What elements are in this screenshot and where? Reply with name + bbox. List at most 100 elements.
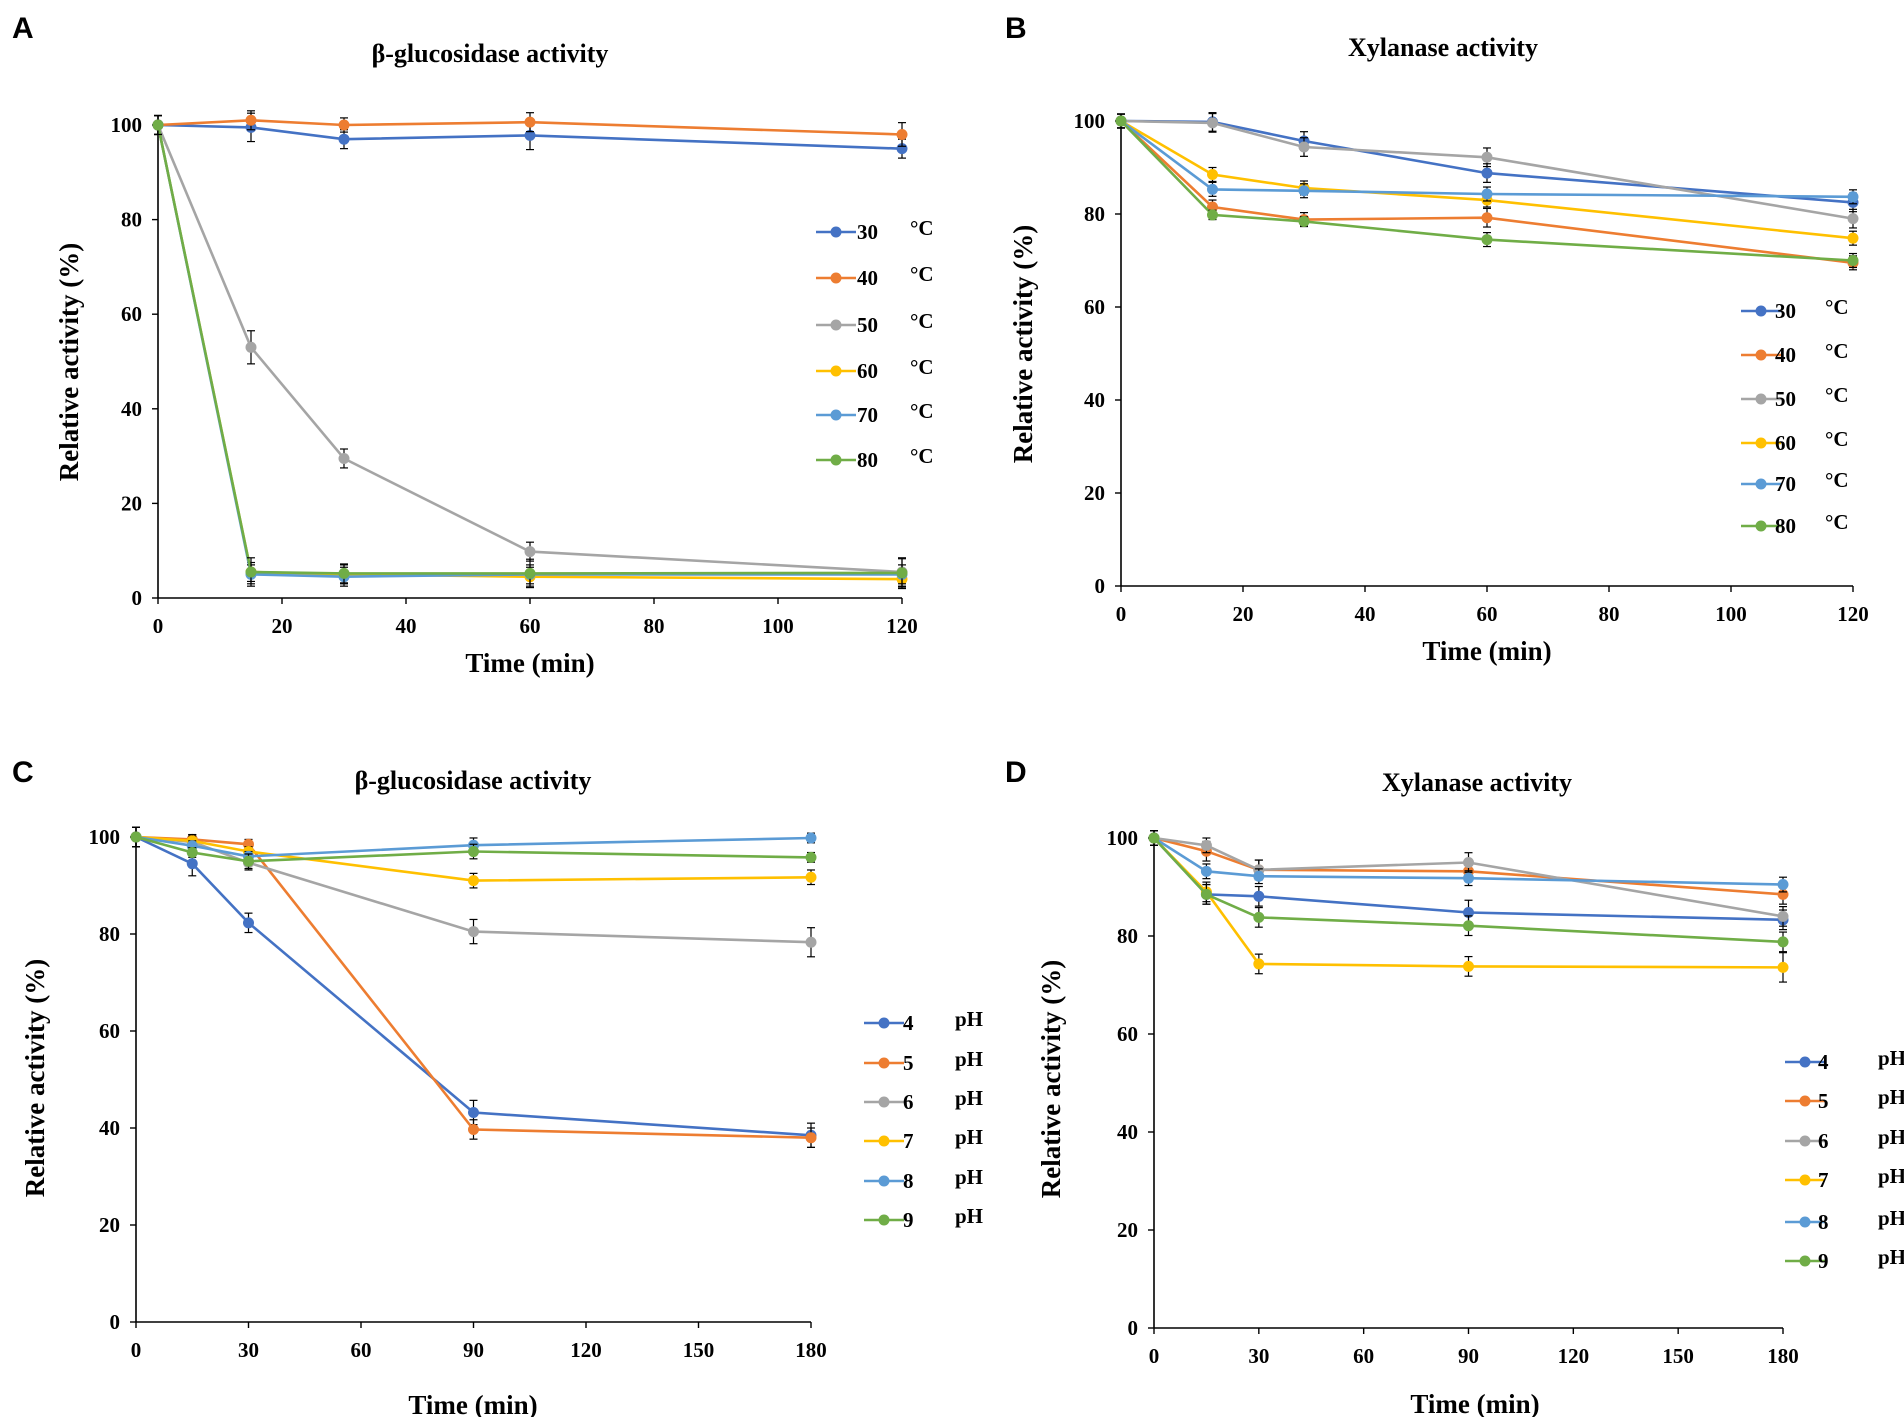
data-point [468, 846, 479, 858]
data-point [896, 128, 908, 140]
legend-unit: °C [910, 309, 934, 333]
legend-marker [1755, 478, 1767, 490]
legend-entry-50: 50 °C [1741, 383, 1849, 411]
legend-unit: pH [955, 1125, 983, 1149]
legend-label: 4 [1818, 1050, 1829, 1074]
legend-label: 4 [903, 1011, 914, 1035]
series-50 [152, 114, 908, 587]
legend-marker [1799, 1216, 1811, 1228]
data-point [1777, 961, 1789, 973]
legend-label: 30 [857, 220, 878, 244]
y-tick-label: 40 [1084, 388, 1105, 412]
data-point [245, 341, 257, 353]
legend-entry-30: 30 °C [1741, 295, 1849, 323]
legend-marker [830, 454, 842, 466]
x-tick-label: 0 [1116, 602, 1127, 626]
legend-label: 50 [857, 313, 878, 337]
y-tick-label: 0 [110, 1310, 121, 1334]
legend-label: 80 [1775, 514, 1796, 538]
legend-entry-8: 8 pH [864, 1165, 983, 1193]
legend-unit: pH [955, 1047, 983, 1071]
x-tick-label: 20 [272, 614, 293, 638]
data-point [1115, 115, 1127, 127]
legend-marker [1799, 1095, 1811, 1107]
legend-marker [878, 1057, 890, 1069]
legend-unit: °C [910, 444, 934, 468]
data-point [1847, 191, 1859, 203]
series-70 [152, 114, 908, 587]
x-tick-label: 120 [886, 614, 918, 638]
data-point [1463, 872, 1474, 884]
data-point [1298, 185, 1310, 197]
y-tick-label: 0 [1128, 1316, 1139, 1340]
x-tick-label: 60 [1353, 1344, 1374, 1368]
x-tick-label: 180 [795, 1338, 827, 1362]
y-tick-label: 40 [121, 397, 142, 421]
legend-label: 60 [1775, 431, 1796, 455]
data-point [1777, 936, 1789, 948]
data-point [805, 936, 817, 948]
y-tick-label: 0 [132, 586, 143, 610]
legend-marker [830, 226, 842, 238]
legend-label: 80 [857, 448, 878, 472]
legend-entry-9: 9 pH [864, 1204, 983, 1232]
y-tick-label: 40 [1117, 1120, 1138, 1144]
data-point [1207, 168, 1218, 180]
legend-entry-7: 7 pH [864, 1125, 983, 1153]
data-point [1463, 960, 1474, 972]
legend-label: 5 [1818, 1089, 1829, 1113]
legend-unit: °C [1825, 339, 1849, 363]
data-point [1200, 865, 1212, 877]
data-point [245, 566, 257, 578]
data-point [1481, 167, 1493, 179]
chart-title: Xylanase activity [1382, 768, 1572, 797]
legend-label: 70 [1775, 472, 1796, 496]
legend-label: 70 [857, 403, 878, 427]
x-tick-label: 40 [1355, 602, 1376, 626]
data-point [338, 567, 350, 579]
data-point [1847, 232, 1859, 244]
x-tick-label: 0 [131, 1338, 142, 1362]
legend-unit: pH [955, 1007, 983, 1031]
legend-unit: pH [1878, 1085, 1904, 1109]
legend-unit: pH [1878, 1206, 1904, 1230]
x-tick-label: 150 [1662, 1344, 1694, 1368]
legend-unit: °C [910, 399, 934, 423]
x-tick-label: 80 [1599, 602, 1620, 626]
data-point [152, 119, 164, 131]
legend-marker [1799, 1135, 1811, 1147]
legend-entry-60: 60 °C [1741, 427, 1849, 455]
y-tick-label: 100 [111, 113, 143, 137]
legend-label: 7 [1818, 1168, 1829, 1192]
legend-marker [878, 1135, 890, 1147]
data-point [1847, 255, 1859, 266]
data-point [1481, 151, 1493, 163]
panel-d: D Xylanase activity 0 20 40 60 80 100 0 30 60 90 120… [1005, 756, 1904, 1417]
data-point [186, 847, 198, 859]
x-tick-label: 100 [1715, 602, 1747, 626]
data-point [1777, 910, 1789, 922]
data-point [805, 871, 817, 883]
series-line [156, 124, 903, 581]
legend-unit: °C [910, 355, 934, 379]
legend-marker [878, 1214, 890, 1226]
legend-entry-30: 30 °C [816, 216, 934, 244]
legend-marker [1799, 1174, 1811, 1186]
y-tick-label: 100 [89, 825, 121, 849]
data-point [468, 1123, 479, 1135]
data-point [1463, 920, 1474, 932]
data-point [468, 926, 479, 938]
y-tick-label: 20 [99, 1213, 120, 1237]
legend-entry-4: 4 pH [864, 1007, 983, 1035]
x-tick-label: 80 [644, 614, 665, 638]
legend-entry-60: 60 °C [816, 355, 934, 383]
y-tick-label: 80 [1084, 202, 1105, 226]
legend-entry-80: 80 °C [1741, 510, 1849, 538]
y-tick-label: 80 [1117, 924, 1138, 948]
legend-marker [830, 409, 842, 421]
x-tick-label: 0 [1149, 1344, 1160, 1368]
x-axis-label: Time (min) [465, 648, 594, 678]
legend-marker [1799, 1255, 1811, 1267]
series-line [156, 124, 903, 574]
y-tick-label: 0 [1095, 574, 1106, 598]
